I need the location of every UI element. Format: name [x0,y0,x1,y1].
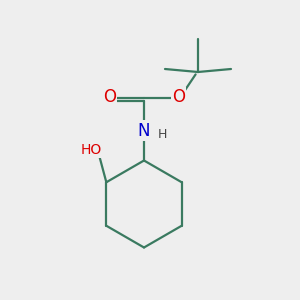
Text: H: H [158,128,167,141]
Text: O: O [103,88,116,106]
Text: HO: HO [81,143,102,157]
Text: O: O [172,88,185,106]
Text: N: N [138,122,150,140]
